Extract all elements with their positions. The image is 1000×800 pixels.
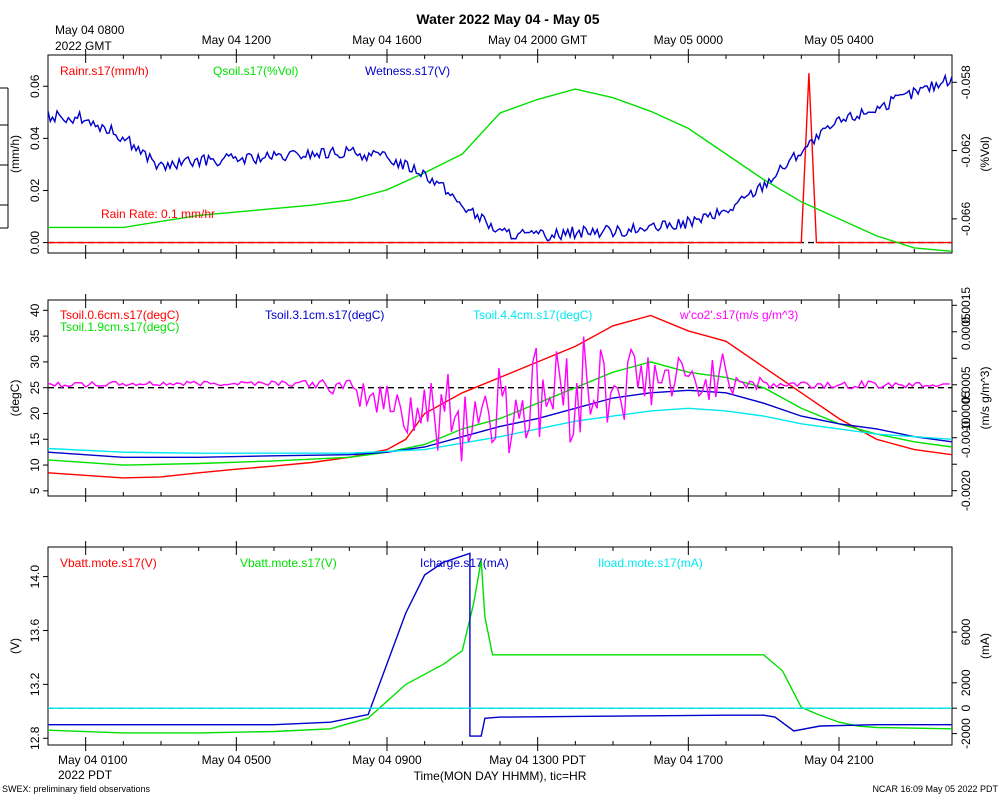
pdt-tick-label: May 04 2100 — [804, 753, 874, 767]
series-line-icharge-s17 — [48, 552, 952, 737]
series-line-w-co2-s17 — [48, 336, 950, 462]
plot-frame — [47, 54, 953, 254]
pdt-start-label: May 04 0100 — [58, 753, 128, 767]
footer-left-note: SWEX: preliminary field observations — [2, 784, 151, 794]
legend-label: Vbatt.mote.s17(V) — [60, 556, 157, 570]
left-y-tick-label: 14.0 — [28, 565, 42, 589]
left-y-axis-label: (mm/h) — [8, 135, 22, 173]
legend-label: Qsoil.s17(%Vol) — [213, 64, 298, 78]
gmt-tick-label: May 04 1200 — [202, 33, 272, 47]
pdt-tick-label: May 04 0500 — [202, 753, 272, 767]
right-y-tick-label: -0.0020 — [959, 470, 973, 511]
pdt-tick-label: May 04 1700 — [654, 753, 724, 767]
left-y-axis-label: (degC) — [8, 380, 22, 417]
right-y-tick-label: 0.0015 — [959, 287, 973, 324]
series-line-tsoil-0-6cm-s17 — [48, 314, 952, 479]
legend-label: Tsoil.0.6cm.s17(degC) — [60, 308, 179, 322]
left-y-tick-label: 25 — [28, 381, 42, 395]
gmt-tick-label: May 04 1600 — [352, 33, 422, 47]
right-y-tick-label: -0.0005 — [959, 391, 973, 432]
legend-label: Vbatt.mote.s17(V) — [240, 556, 337, 570]
gmt-tick-label: May 05 0400 — [804, 33, 874, 47]
series-line-tsoil-4-4cm-s17 — [48, 407, 952, 454]
series-line-tsoil-1-9cm-s17 — [48, 361, 952, 466]
right-y-tick-label: -0.0010 — [959, 417, 973, 458]
right-y-axis-label: (mA) — [978, 633, 992, 659]
legend-label: Tsoil.1.9cm.s17(degC) — [60, 320, 179, 334]
legend-label: Tsoil.3.1cm.s17(degC) — [265, 308, 384, 322]
left-y-tick-label: 12.8 — [28, 726, 42, 750]
plot-frame — [47, 546, 953, 746]
series-line-qsoil-s17 — [48, 88, 952, 252]
right-y-axis-label: (%Vol) — [978, 136, 992, 171]
left-y-tick-label: 13.2 — [28, 672, 42, 696]
right-y-tick-label: -0.058 — [959, 65, 973, 99]
chart-title: Water 2022 May 04 - May 05 — [416, 11, 599, 27]
series-line-rainr-s17 — [48, 73, 952, 244]
left-y-tick-label: 0.04 — [28, 126, 42, 150]
legend-label: w'co2'.s17(m/s g/m^3) — [679, 308, 798, 322]
right-y-tick-label: 0.0005 — [959, 313, 973, 350]
gmt-start-label: May 04 0800 — [55, 23, 125, 37]
gmt-time-axis: May 04 0800 2022 GMT May 04 1200 May 04 160… — [55, 23, 874, 53]
right-y-tick-label: 0 — [959, 705, 973, 712]
right-y-axis-label: (m/s g/m^3) — [978, 367, 992, 430]
series-line-tsoil-3-1cm-s17 — [48, 389, 952, 458]
right-y-tick-label: -0.066 — [959, 202, 973, 236]
left-y-axis-label: (V) — [8, 638, 22, 654]
left-y-tick-label: 20 — [28, 406, 42, 420]
footer-right-note: NCAR 16:09 May 05 2022 PDT — [872, 784, 998, 794]
legend-label: Iload.mote.s17(mA) — [598, 556, 703, 570]
rain-rate-annotation: Rain Rate: 0.1 mm/hr — [101, 207, 215, 221]
left-y-tick-label: 15 — [28, 432, 42, 446]
panel-water: 0.00 0.02 0.04 0.06 (mm/h) -0.066 -0.062 -0.058… — [0, 49, 992, 259]
gmt-start-year: 2022 GMT — [55, 39, 112, 53]
series-line-wetness-s17 — [48, 73, 952, 242]
panel-soil-temperature: 5 10 15 20 25 30 35 40 (degC) -0.0020 -0.0010-0.00… — [8, 287, 992, 511]
series-line-vbatt-mote-s17 — [48, 560, 952, 734]
pdt-start-year: 2022 PDT — [58, 768, 113, 782]
left-y-tick-label: 0.00 — [28, 231, 42, 255]
left-y-tick-label: 10 — [28, 458, 42, 472]
legend-label: Rainr.s17(mm/h) — [60, 64, 149, 78]
right-y-tick-label: -2000 — [959, 718, 973, 749]
left-y-tick-label: 40 — [28, 303, 42, 317]
gmt-tick-label: May 04 2000 GMT — [488, 33, 588, 47]
left-y-tick-label: 5 — [28, 487, 42, 494]
left-y-tick-label: 0.06 — [28, 74, 42, 98]
left-y-tick-label: 13.6 — [28, 619, 42, 643]
pdt-tick-label: May 04 0900 — [352, 753, 422, 767]
left-y-tick-label: 35 — [28, 329, 42, 343]
left-y-tick-label: 30 — [28, 355, 42, 369]
right-y-tick-label: 6000 — [959, 618, 973, 645]
gmt-tick-label: May 05 0000 — [654, 33, 724, 47]
legend-label: Icharge.s17(mA) — [420, 556, 509, 570]
panel-power: 12.8 13.2 13.6 14.0 (V) -2000 0 2000 6000 (mA) Vba… — [8, 541, 992, 751]
legend-label: Tsoil.4.4cm.s17(degC) — [473, 308, 592, 322]
x-axis-label: Time(MON DAY HHMM), tic=HR — [414, 769, 587, 783]
right-y-tick-label: 0.0005 — [959, 366, 973, 403]
pdt-tick-label: May 04 1300 PDT — [489, 753, 586, 767]
right-y-tick-label: -0.062 — [959, 133, 973, 167]
legend-label: Wetness.s17(V) — [365, 64, 450, 78]
left-y-tick-label: 0.02 — [28, 178, 42, 202]
right-y-tick-label: 2000 — [959, 669, 973, 696]
plot-frame — [47, 299, 953, 497]
